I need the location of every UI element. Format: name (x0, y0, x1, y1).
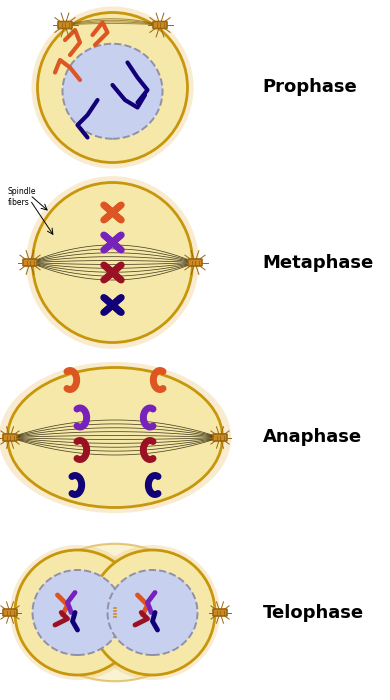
Ellipse shape (32, 570, 122, 655)
Ellipse shape (108, 570, 197, 655)
FancyBboxPatch shape (188, 259, 202, 266)
FancyBboxPatch shape (3, 609, 17, 616)
Text: Metaphase: Metaphase (262, 253, 374, 272)
Ellipse shape (32, 183, 193, 342)
Text: Anaphase: Anaphase (262, 428, 362, 447)
FancyBboxPatch shape (153, 22, 167, 29)
Text: Spindle
fibers: Spindle fibers (7, 188, 36, 207)
FancyBboxPatch shape (3, 434, 17, 441)
Ellipse shape (10, 545, 145, 680)
Text: Prophase: Prophase (262, 78, 357, 97)
Ellipse shape (85, 545, 220, 680)
Text: Telophase: Telophase (262, 603, 363, 622)
Ellipse shape (37, 13, 188, 162)
Ellipse shape (15, 550, 140, 675)
Ellipse shape (26, 176, 199, 349)
FancyBboxPatch shape (58, 22, 72, 29)
Ellipse shape (28, 544, 202, 681)
FancyBboxPatch shape (213, 434, 227, 441)
Ellipse shape (0, 362, 231, 513)
Ellipse shape (90, 550, 215, 675)
Ellipse shape (32, 6, 193, 169)
Ellipse shape (7, 368, 223, 508)
FancyBboxPatch shape (23, 259, 37, 266)
Ellipse shape (62, 43, 163, 139)
FancyBboxPatch shape (213, 609, 227, 616)
